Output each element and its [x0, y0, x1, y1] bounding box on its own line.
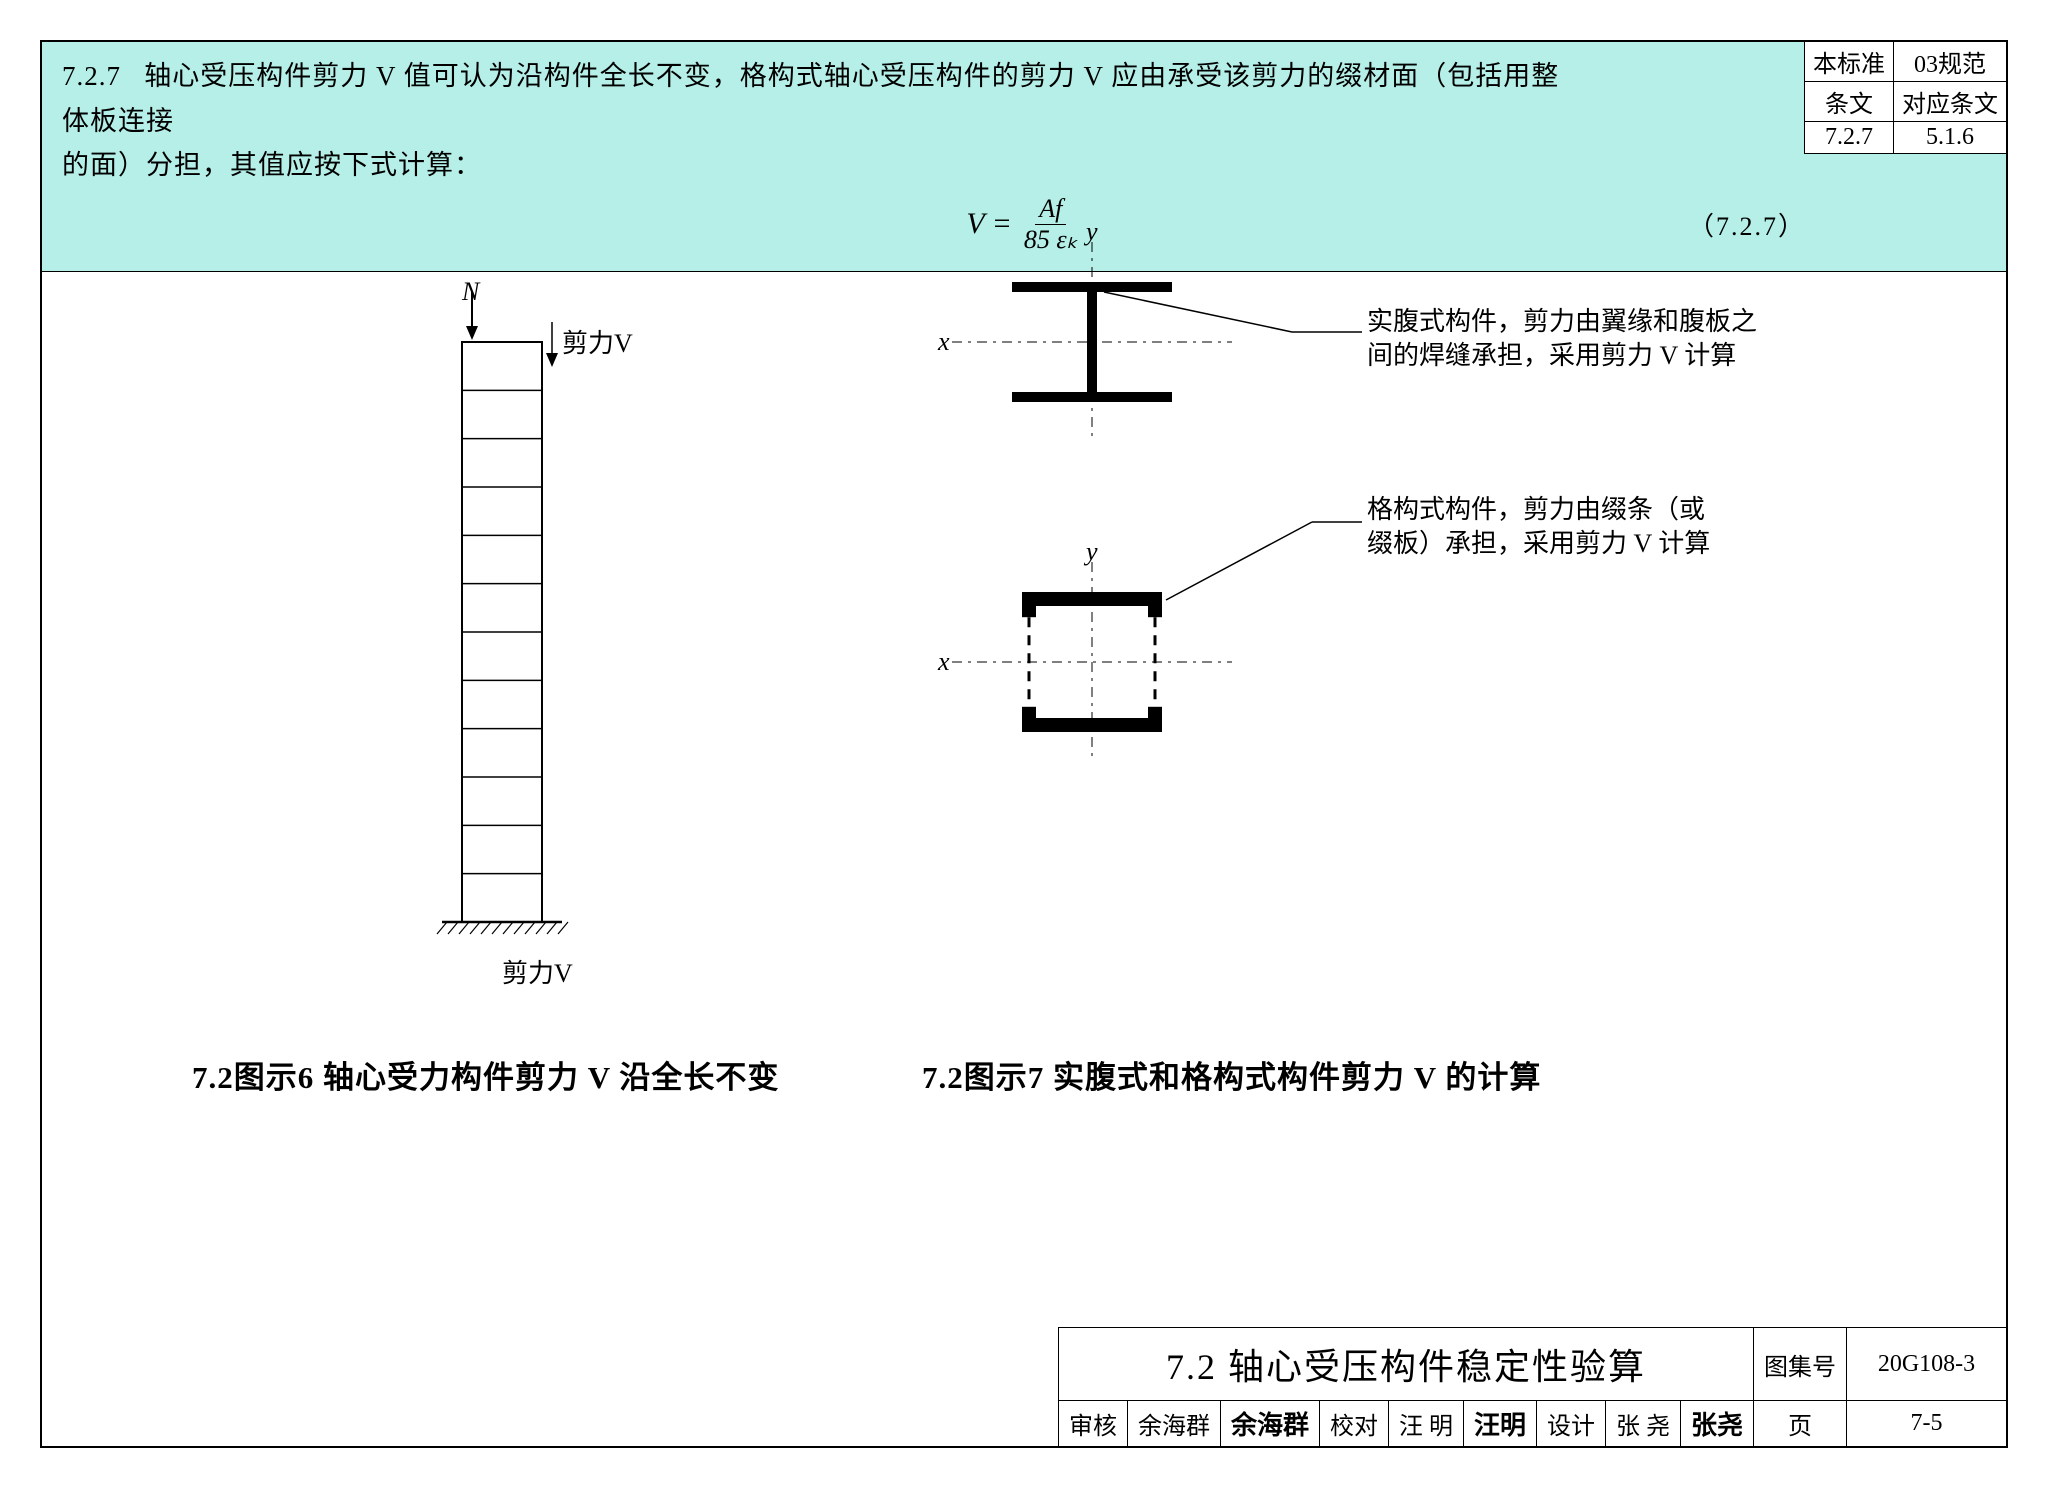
clause-text: 7.2.7 轴心受压构件剪力 V 值可认为沿构件全长不变，格构式轴心受压构件的剪… — [62, 54, 1563, 188]
figure-6-svg: N 剪力V 剪力V — [172, 222, 872, 1002]
review-name: 余海群 — [1127, 1401, 1220, 1447]
atlas-label: 图集号 — [1754, 1328, 1847, 1401]
clause-number: 7.2.7 — [62, 61, 121, 91]
formula-numerator: Af — [1035, 194, 1066, 225]
note-lattice-l1: 格构式构件，剪力由缀条（或 — [1367, 495, 1705, 524]
ref-v2: 5.1.6 — [1894, 122, 2007, 154]
figure-6: N 剪力V 剪力V — [172, 222, 872, 1007]
clause-line1: 轴心受压构件剪力 V 值可认为沿构件全长不变，格构式轴心受压构件的剪力 V 应由… — [62, 61, 1559, 136]
page-no: 7-5 — [1847, 1401, 2007, 1447]
note-solid-l2: 间的焊缝承担，采用剪力 V 计算 — [1367, 341, 1736, 370]
fig6-base-hatch — [437, 922, 568, 934]
box-y-label: y — [1083, 537, 1098, 566]
ref-h3: 条文 — [1805, 82, 1894, 122]
figure-7-svg: x y 实腹式构件，剪力由翼缘和腹板之 间的焊缝承担，采用剪力 V 计算 x y — [912, 222, 1862, 922]
note-lattice-l2: 缀板）承担，采用剪力 V 计算 — [1367, 529, 1710, 558]
box-x-label: x — [937, 647, 950, 676]
page-frame: 7.2.7 轴心受压构件剪力 V 值可认为沿构件全长不变，格构式轴心受压构件的剪… — [40, 40, 2008, 1448]
ref-h2: 03规范 — [1894, 42, 2007, 82]
atlas-no: 20G108-3 — [1847, 1328, 2007, 1401]
figure-7: x y 实腹式构件，剪力由翼缘和腹板之 间的焊缝承担，采用剪力 V 计算 x y — [912, 222, 1812, 927]
design-name: 张 尧 — [1605, 1401, 1680, 1447]
note-solid-l1: 实腹式构件，剪力由翼缘和腹板之 — [1367, 307, 1757, 336]
i-x-label: x — [937, 327, 950, 356]
fig6-shear-bot: 剪力V — [502, 959, 573, 988]
fig6-shear-top: 剪力V — [562, 329, 633, 358]
fig6-column — [462, 342, 542, 922]
i-y-label: y — [1083, 222, 1098, 246]
figure-7-caption: 7.2图示7 实腹式和格构式构件剪力 V 的计算 — [922, 1052, 1541, 1097]
ref-h4: 对应条文 — [1894, 82, 2007, 122]
check-name: 汪 明 — [1388, 1401, 1463, 1447]
design-sig: 张尧 — [1680, 1401, 1753, 1447]
design-label: 设计 — [1536, 1401, 1605, 1447]
title-block: 7.2 轴心受压构件稳定性验算 图集号 20G108-3 审核 余海群 余海群 … — [1058, 1327, 2007, 1447]
ref-h1: 本标准 — [1805, 42, 1894, 82]
review-sig: 余海群 — [1220, 1401, 1319, 1447]
check-label: 校对 — [1319, 1401, 1388, 1447]
clause-line2: 的面）分担，其值应按下式计算： — [62, 150, 482, 180]
page-label: 页 — [1754, 1401, 1847, 1447]
review-label: 审核 — [1058, 1401, 1127, 1447]
title-main: 7.2 轴心受压构件稳定性验算 — [1058, 1328, 1753, 1401]
check-sig: 汪明 — [1463, 1401, 1536, 1447]
i-section-axes: x y — [937, 222, 1232, 442]
reference-table: 本标准 03规范 条文 对应条文 7.2.7 5.1.6 — [1804, 41, 2007, 154]
ref-v1: 7.2.7 — [1805, 122, 1894, 154]
figure-6-caption: 7.2图示6 轴心受力构件剪力 V 沿全长不变 — [192, 1052, 779, 1097]
figure-area: N 剪力V 剪力V — [42, 222, 2006, 1366]
